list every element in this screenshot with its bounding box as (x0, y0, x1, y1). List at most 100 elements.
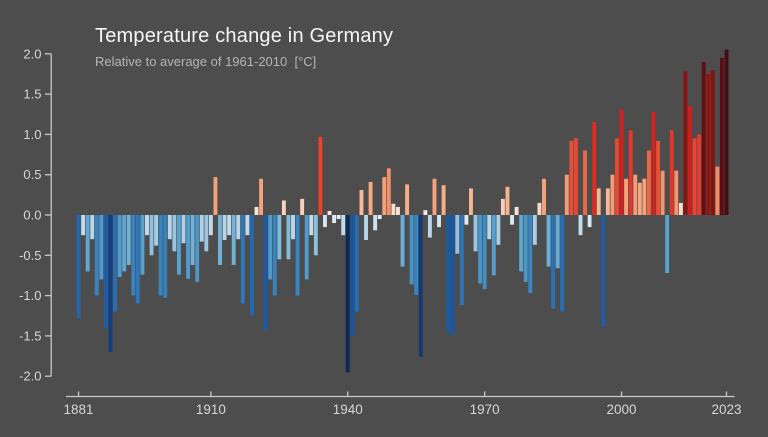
bar-1965 (459, 215, 464, 306)
bar-1912 (218, 215, 222, 265)
x-tick-label: 1940 (333, 402, 363, 417)
chart-title: Temperature change in Germany (95, 25, 394, 47)
bar-2022 (719, 57, 724, 215)
bar-2016 (692, 138, 697, 215)
bar-1916 (236, 215, 241, 240)
y-tick-label: 2.0 (23, 46, 41, 61)
bar-1892 (126, 215, 131, 265)
bar-2000 (619, 109, 624, 215)
bar-1941 (350, 215, 355, 336)
bar-1937 (332, 215, 337, 224)
bar-1899 (158, 215, 163, 296)
x-tick-label: 1910 (196, 402, 226, 417)
bar-1969 (478, 215, 483, 284)
bar-2013 (678, 202, 683, 215)
bar-2010 (665, 215, 670, 274)
bar-1891 (122, 215, 127, 272)
bar-1980 (528, 215, 533, 294)
bar-1945 (368, 181, 373, 215)
y-tick-label: 1.5 (23, 87, 41, 102)
bar-1883 (85, 215, 90, 272)
bar-2003 (633, 174, 638, 215)
bar-1923 (268, 215, 273, 280)
bar-1944 (364, 215, 368, 240)
bar-1968 (473, 215, 478, 252)
bar-2021 (715, 166, 720, 215)
bar-1889 (113, 215, 117, 312)
bar-1911 (213, 177, 218, 215)
bar-1957 (423, 210, 428, 215)
bar-2001 (624, 178, 629, 215)
bar-2011 (669, 130, 674, 215)
bar-2008 (656, 140, 660, 215)
bar-1990 (573, 138, 578, 215)
bar-1951 (396, 206, 400, 215)
y-tick-label: 1.0 (23, 127, 41, 142)
x-tick-label: 1881 (64, 402, 94, 417)
bar-1975 (505, 186, 510, 215)
bar-1991 (578, 215, 583, 236)
bar-1940 (345, 215, 350, 373)
bar-1907 (195, 215, 200, 282)
bar-2018 (701, 61, 706, 215)
bar-1998 (610, 174, 615, 215)
bar-1956 (418, 215, 423, 357)
bar-1970 (482, 215, 487, 290)
bar-1884 (90, 215, 95, 240)
bar-1881 (76, 215, 81, 319)
bar-2017 (697, 134, 702, 215)
bar-1976 (510, 215, 514, 225)
bar-1963 (450, 215, 455, 336)
bar-1934 (318, 136, 323, 215)
bar-1882 (81, 215, 86, 236)
bar-1929 (295, 215, 300, 296)
bar-1938 (336, 215, 341, 220)
bar-1903 (176, 215, 181, 275)
x-tick-label: 2023 (711, 402, 741, 417)
bar-1997 (605, 188, 610, 215)
bar-1973 (496, 215, 501, 245)
bar-1985 (551, 215, 556, 309)
bar-1986 (555, 215, 560, 269)
bar-1952 (400, 215, 405, 267)
bar-1895 (140, 215, 145, 275)
x-tick-label: 1970 (470, 402, 500, 417)
y-tick-label: 0.0 (23, 208, 41, 223)
bar-1902 (172, 215, 177, 252)
bar-1919 (249, 215, 254, 316)
bar-1947 (377, 215, 382, 220)
y-tick-label: -1.0 (19, 288, 41, 303)
bar-1906 (190, 215, 195, 265)
bar-1893 (131, 215, 136, 296)
bar-1943 (359, 190, 364, 215)
bar-1922 (263, 215, 268, 331)
x-tick-label: 2000 (607, 402, 637, 417)
bar-1987 (560, 215, 565, 312)
y-tick-label: 0.5 (23, 167, 41, 182)
bar-1930 (300, 198, 305, 215)
bar-1898 (154, 215, 159, 246)
bar-2006 (646, 150, 651, 215)
bar-1905 (186, 215, 191, 279)
bar-2004 (637, 182, 642, 215)
bar-1955 (414, 215, 419, 295)
bar-2023 (724, 49, 729, 215)
bar-2007 (651, 111, 656, 215)
bar-2019 (706, 73, 711, 215)
bar-1948 (382, 177, 387, 215)
bar-1917 (240, 215, 245, 304)
bar-1915 (231, 215, 236, 265)
bar-1908 (199, 215, 204, 242)
bar-1982 (537, 202, 542, 215)
bar-1936 (327, 210, 332, 215)
bar-1960 (437, 215, 441, 228)
bar-1974 (500, 198, 505, 215)
bar-1886 (99, 215, 104, 280)
bar-1933 (313, 215, 318, 256)
y-tick-label: -1.5 (19, 328, 41, 343)
bar-1962 (446, 215, 451, 332)
bar-1939 (341, 215, 346, 236)
bar-1942 (354, 215, 359, 312)
chart-subtitle: Relative to average of 1961-2010 [°C] (95, 54, 317, 69)
